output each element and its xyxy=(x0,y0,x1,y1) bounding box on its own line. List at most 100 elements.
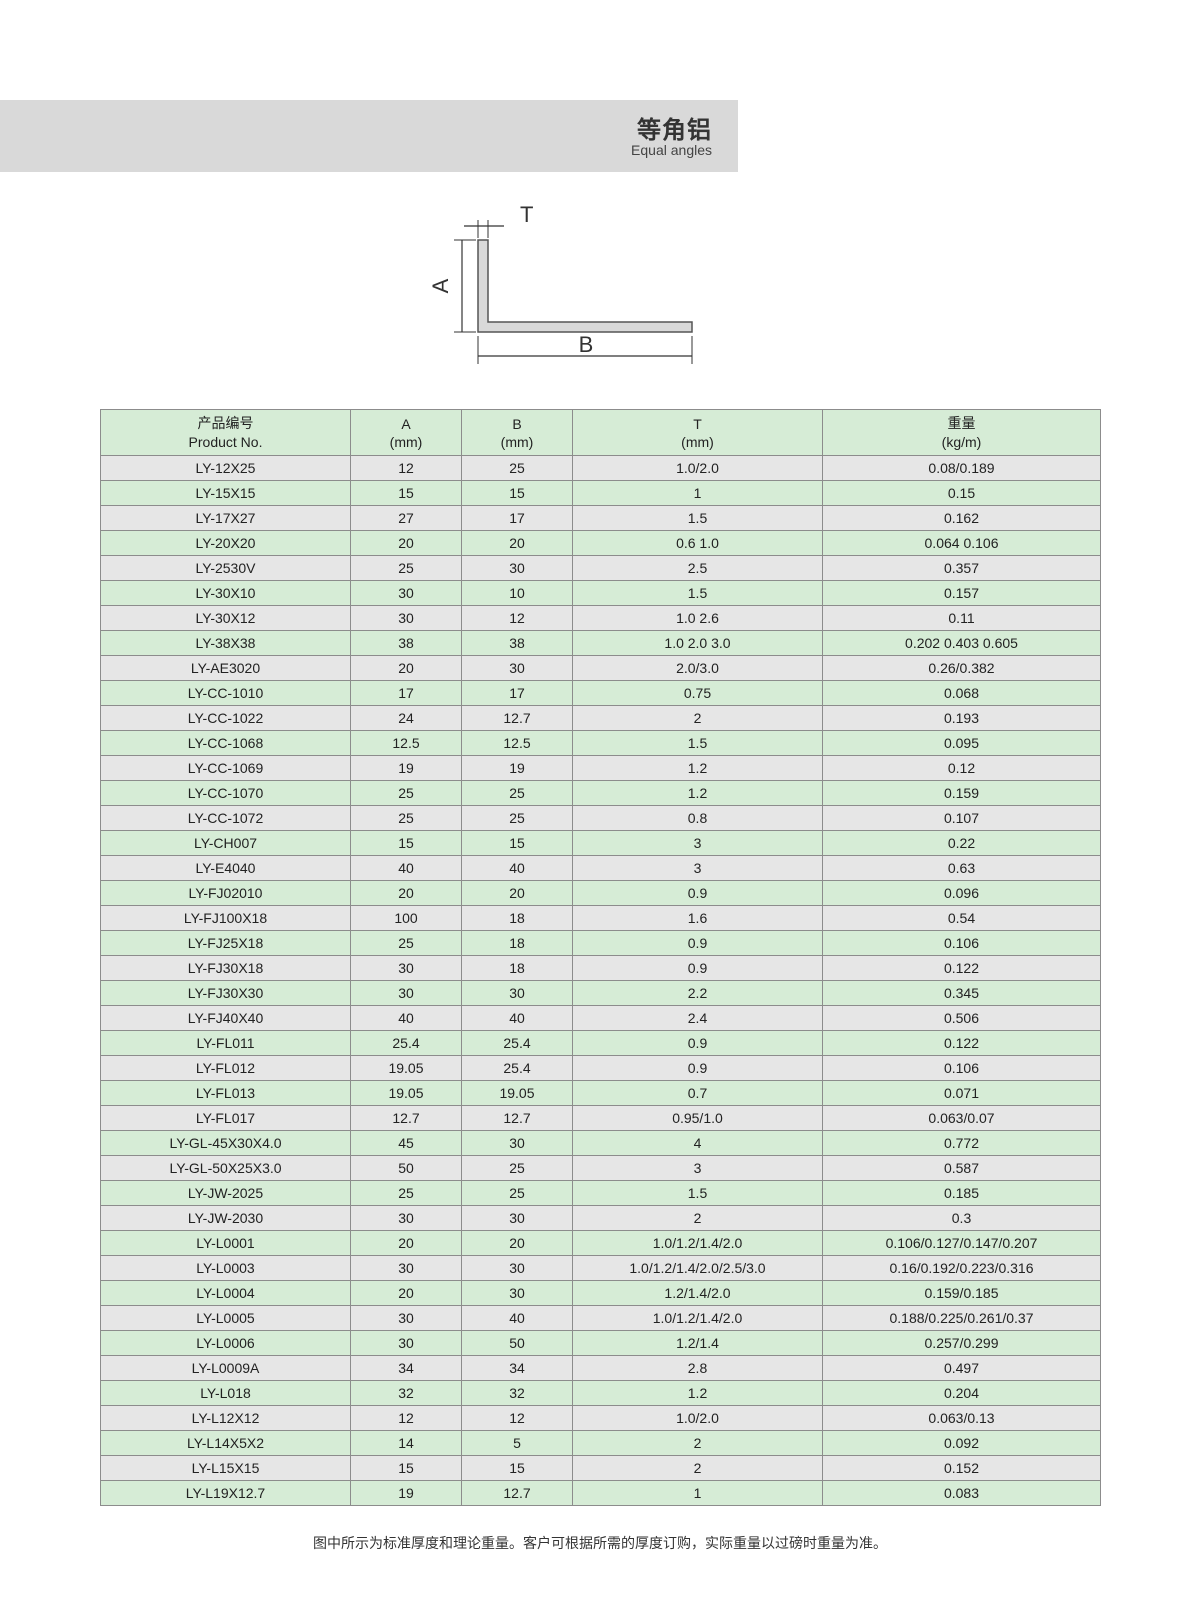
table-row: LY-FJ25X18 25 18 0.9 0.106 xyxy=(100,930,1101,956)
page-title: 等角铝 xyxy=(637,116,712,144)
cell-weight: 0.506 xyxy=(822,1005,1101,1031)
col-header-product: 产品编号 Product No. xyxy=(100,409,351,456)
cell-product-no: LY-JW-2025 xyxy=(100,1180,351,1206)
cell-a: 30 xyxy=(350,1305,462,1331)
table-row: LY-L0004 20 30 1.2/1.4/2.0 0.159/0.185 xyxy=(100,1280,1101,1306)
cell-a: 30 xyxy=(350,605,462,631)
cell-t: 1.0/2.0 xyxy=(572,1405,823,1431)
cell-weight: 0.185 xyxy=(822,1180,1101,1206)
table-row: LY-JW-2025 25 25 1.5 0.185 xyxy=(100,1180,1101,1206)
cell-weight: 0.122 xyxy=(822,955,1101,981)
cell-t: 1.2 xyxy=(572,780,823,806)
cell-b: 30 xyxy=(461,980,573,1006)
cell-t: 1.0/2.0 xyxy=(572,455,823,481)
cell-a: 12.7 xyxy=(350,1105,462,1131)
cell-a: 20 xyxy=(350,655,462,681)
cell-a: 34 xyxy=(350,1355,462,1381)
dim-b-label: B xyxy=(579,332,594,357)
col-header-a: A (mm) xyxy=(350,409,462,456)
cell-a: 38 xyxy=(350,630,462,656)
cell-weight: 0.587 xyxy=(822,1155,1101,1181)
cell-weight: 0.257/0.299 xyxy=(822,1330,1101,1356)
angle-profile-shape xyxy=(477,239,693,333)
table-row: LY-FJ02010 20 20 0.9 0.096 xyxy=(100,880,1101,906)
table-row: LY-FJ30X30 30 30 2.2 0.345 xyxy=(100,980,1101,1006)
cell-weight: 0.54 xyxy=(822,905,1101,931)
cell-b: 20 xyxy=(461,880,573,906)
cell-b: 32 xyxy=(461,1380,573,1406)
cell-t: 3 xyxy=(572,1155,823,1181)
page-subtitle: Equal angles xyxy=(631,142,712,158)
cell-b: 12.7 xyxy=(461,1480,573,1506)
cell-b: 5 xyxy=(461,1430,573,1456)
cell-product-no: LY-L0006 xyxy=(100,1330,351,1356)
table-row: LY-FL011 25.4 25.4 0.9 0.122 xyxy=(100,1030,1101,1056)
cell-product-no: LY-AE3020 xyxy=(100,655,351,681)
table-row: LY-L0009A 34 34 2.8 0.497 xyxy=(100,1355,1101,1381)
cell-product-no: LY-E4040 xyxy=(100,855,351,881)
cell-t: 0.75 xyxy=(572,680,823,706)
cell-weight: 0.497 xyxy=(822,1355,1101,1381)
cell-product-no: LY-FJ30X18 xyxy=(100,955,351,981)
table-row: LY-2530V 25 30 2.5 0.357 xyxy=(100,555,1101,581)
cell-t: 1.0/1.2/1.4/2.0 xyxy=(572,1305,823,1331)
table-row: LY-L0006 30 50 1.2/1.4 0.257/0.299 xyxy=(100,1330,1101,1356)
cell-t: 1.2/1.4/2.0 xyxy=(572,1280,823,1306)
cell-a: 27 xyxy=(350,505,462,531)
cell-weight: 0.083 xyxy=(822,1480,1101,1506)
table-row: LY-L15X15 15 15 2 0.152 xyxy=(100,1455,1101,1481)
table-row: LY-30X10 30 10 1.5 0.157 xyxy=(100,580,1101,606)
table-row: LY-CC-1069 19 19 1.2 0.12 xyxy=(100,755,1101,781)
table-row: LY-GL-45X30X4.0 45 30 4 0.772 xyxy=(100,1130,1101,1156)
cell-weight: 0.162 xyxy=(822,505,1101,531)
cell-product-no: LY-CC-1070 xyxy=(100,780,351,806)
cell-weight: 0.202 0.403 0.605 xyxy=(822,630,1101,656)
cell-b: 19.05 xyxy=(461,1080,573,1106)
table-row: LY-FJ30X18 30 18 0.9 0.122 xyxy=(100,955,1101,981)
cell-a: 19 xyxy=(350,1480,462,1506)
cell-b: 30 xyxy=(461,1205,573,1231)
cell-product-no: LY-L0004 xyxy=(100,1280,351,1306)
cell-a: 25 xyxy=(350,555,462,581)
cell-a: 32 xyxy=(350,1380,462,1406)
cell-product-no: LY-L0005 xyxy=(100,1305,351,1331)
cell-weight: 0.159 xyxy=(822,780,1101,806)
dim-t-label: T xyxy=(520,202,533,227)
cell-t: 1.5 xyxy=(572,505,823,531)
table-row: LY-L0003 30 30 1.0/1.2/1.4/2.0/2.5/3.0 0.16/… xyxy=(100,1255,1101,1281)
cell-t: 0.7 xyxy=(572,1080,823,1106)
cell-t: 0.9 xyxy=(572,1055,823,1081)
cell-a: 25 xyxy=(350,930,462,956)
cell-a: 25 xyxy=(350,1180,462,1206)
cell-t: 1 xyxy=(572,480,823,506)
cell-weight: 0.12 xyxy=(822,755,1101,781)
cell-weight: 0.106/0.127/0.147/0.207 xyxy=(822,1230,1101,1256)
cell-product-no: LY-FL013 xyxy=(100,1080,351,1106)
cell-product-no: LY-GL-45X30X4.0 xyxy=(100,1130,351,1156)
cell-t: 1.5 xyxy=(572,730,823,756)
cell-weight: 0.068 xyxy=(822,680,1101,706)
cell-weight: 0.063/0.13 xyxy=(822,1405,1101,1431)
cell-b: 25 xyxy=(461,780,573,806)
cell-product-no: LY-CC-1068 xyxy=(100,730,351,756)
cell-t: 2.5 xyxy=(572,555,823,581)
cell-weight: 0.772 xyxy=(822,1130,1101,1156)
cell-weight: 0.106 xyxy=(822,930,1101,956)
cell-a: 20 xyxy=(350,1230,462,1256)
table-row: LY-CC-1072 25 25 0.8 0.107 xyxy=(100,805,1101,831)
cell-b: 25.4 xyxy=(461,1055,573,1081)
cell-weight: 0.157 xyxy=(822,580,1101,606)
cell-weight: 0.095 xyxy=(822,730,1101,756)
cell-b: 30 xyxy=(461,555,573,581)
cell-product-no: LY-CC-1069 xyxy=(100,755,351,781)
cell-a: 100 xyxy=(350,905,462,931)
cell-product-no: LY-CC-1022 xyxy=(100,705,351,731)
cell-b: 12 xyxy=(461,1405,573,1431)
cell-weight: 0.159/0.185 xyxy=(822,1280,1101,1306)
cell-weight: 0.092 xyxy=(822,1430,1101,1456)
cell-a: 12 xyxy=(350,455,462,481)
cell-t: 0.9 xyxy=(572,880,823,906)
cell-t: 1 xyxy=(572,1480,823,1506)
cell-t: 2 xyxy=(572,1205,823,1231)
cell-product-no: LY-GL-50X25X3.0 xyxy=(100,1155,351,1181)
